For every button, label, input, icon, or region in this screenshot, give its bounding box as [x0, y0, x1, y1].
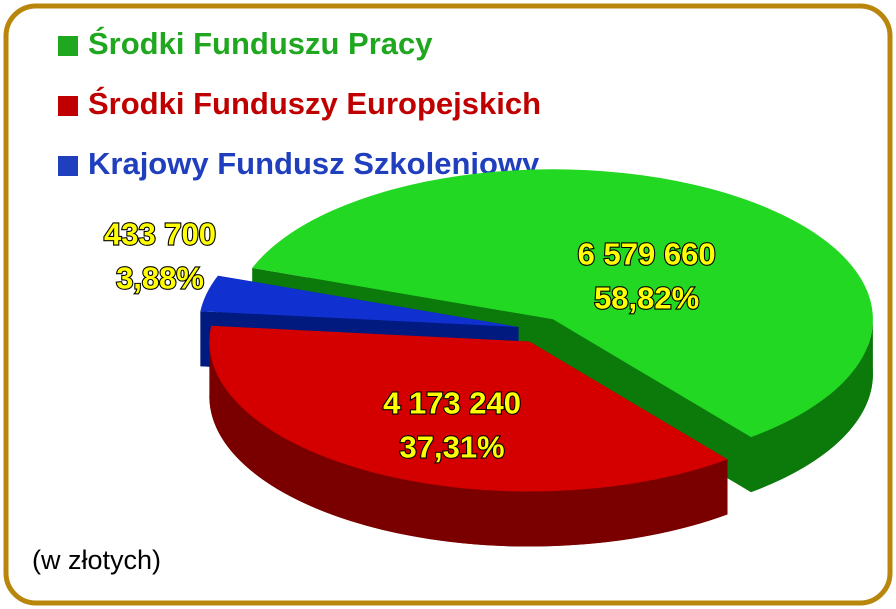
slice: [200, 275, 519, 328]
data-label: 6 579 660: [578, 237, 716, 272]
legend-swatch: [58, 96, 78, 116]
legend-swatch: [58, 156, 78, 176]
slice: [209, 325, 728, 492]
slice: [252, 169, 873, 438]
legend-label: Środki Funduszy Europejskich: [88, 85, 541, 121]
percent-label: 37,31%: [399, 429, 504, 464]
percent-label: 3,88%: [116, 260, 204, 295]
annotation: (w złotych): [32, 545, 161, 575]
legend-label: Środki Funduszu Pracy: [88, 25, 433, 61]
percent-label: 58,82%: [594, 281, 699, 316]
legend-swatch: [58, 36, 78, 56]
slice-wall: [209, 341, 728, 547]
data-label: 4 173 240: [383, 385, 521, 420]
data-label: 433 700: [104, 216, 216, 251]
slice-wall: [751, 319, 873, 493]
